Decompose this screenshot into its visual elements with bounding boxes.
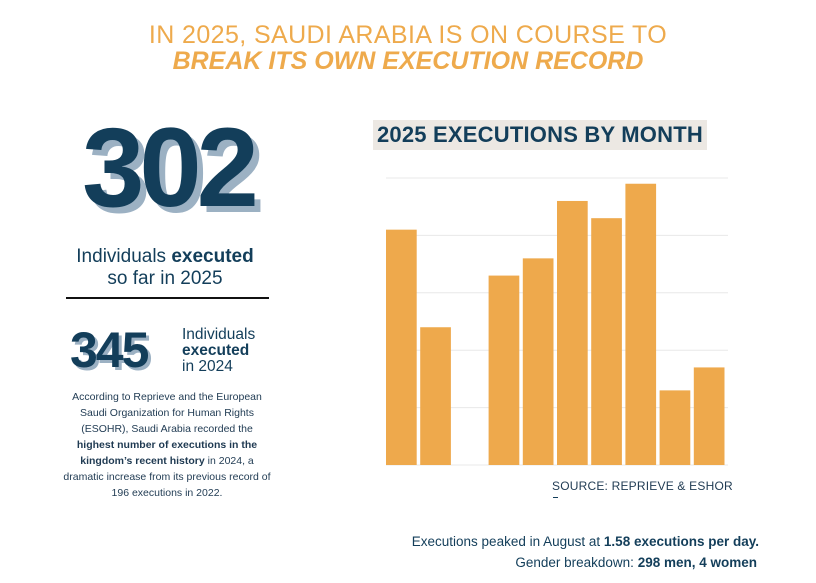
secondary-caption-bold: executed — [182, 342, 250, 359]
gender-fact-pre: Gender breakdown: — [515, 555, 634, 570]
headline-caption-post: so far in 2025 — [107, 268, 223, 289]
chart-source: SOURCE: REPRIEVE & ESHOR — [552, 479, 733, 493]
headline-caption-bold: executed — [171, 246, 254, 267]
secondary-stat-value: 345 — [70, 322, 149, 378]
bar-apr — [488, 275, 520, 465]
secondary-caption-line1: Individuals — [182, 326, 256, 343]
description-paragraph: According to Reprieve and the European S… — [62, 389, 272, 501]
description-bold: highest number of executions in the king… — [76, 439, 258, 467]
description-pre: According to Reprieve and the European S… — [72, 391, 262, 435]
header-line-2: BREAK ITS OWN EXECUTION RECORD — [172, 47, 644, 75]
bar-jun — [557, 200, 588, 465]
peak-fact: Executions peaked in August at 1.58 exec… — [300, 534, 759, 549]
headline-stat-caption: Individuals executed so far in 2025 — [40, 246, 290, 290]
monthly-executions-chart — [386, 177, 728, 466]
headline-stat-value: 302 — [82, 105, 259, 230]
gender-fact-bold: 298 men, 4 women — [637, 555, 757, 570]
description-post: in 2024, a dramatic increase from its pr… — [63, 455, 271, 499]
header-line-1: IN 2025, SAUDI ARABIA IS ON COURSE TO — [148, 21, 668, 49]
bar-jan — [386, 229, 417, 465]
headline-caption-pre: Individuals — [76, 246, 167, 267]
bar-jul — [591, 218, 622, 465]
section-divider — [66, 297, 269, 299]
bar-oct — [693, 367, 725, 465]
bar-may — [522, 258, 554, 465]
source-underline — [553, 497, 558, 498]
bar-sep — [659, 390, 691, 465]
peak-fact-bold: 1.58 executions per day. — [603, 534, 759, 549]
bar-feb — [420, 327, 451, 465]
secondary-stat-caption: Individuals executed in 2024 — [182, 327, 292, 375]
gender-fact: Gender breakdown: 298 men, 4 women — [300, 555, 757, 570]
peak-fact-pre: Executions peaked in August at — [411, 534, 601, 549]
chart-title: 2025 EXECUTIONS BY MONTH — [373, 120, 707, 150]
secondary-caption-line3: in 2024 — [182, 358, 233, 375]
bar-aug — [625, 183, 657, 466]
